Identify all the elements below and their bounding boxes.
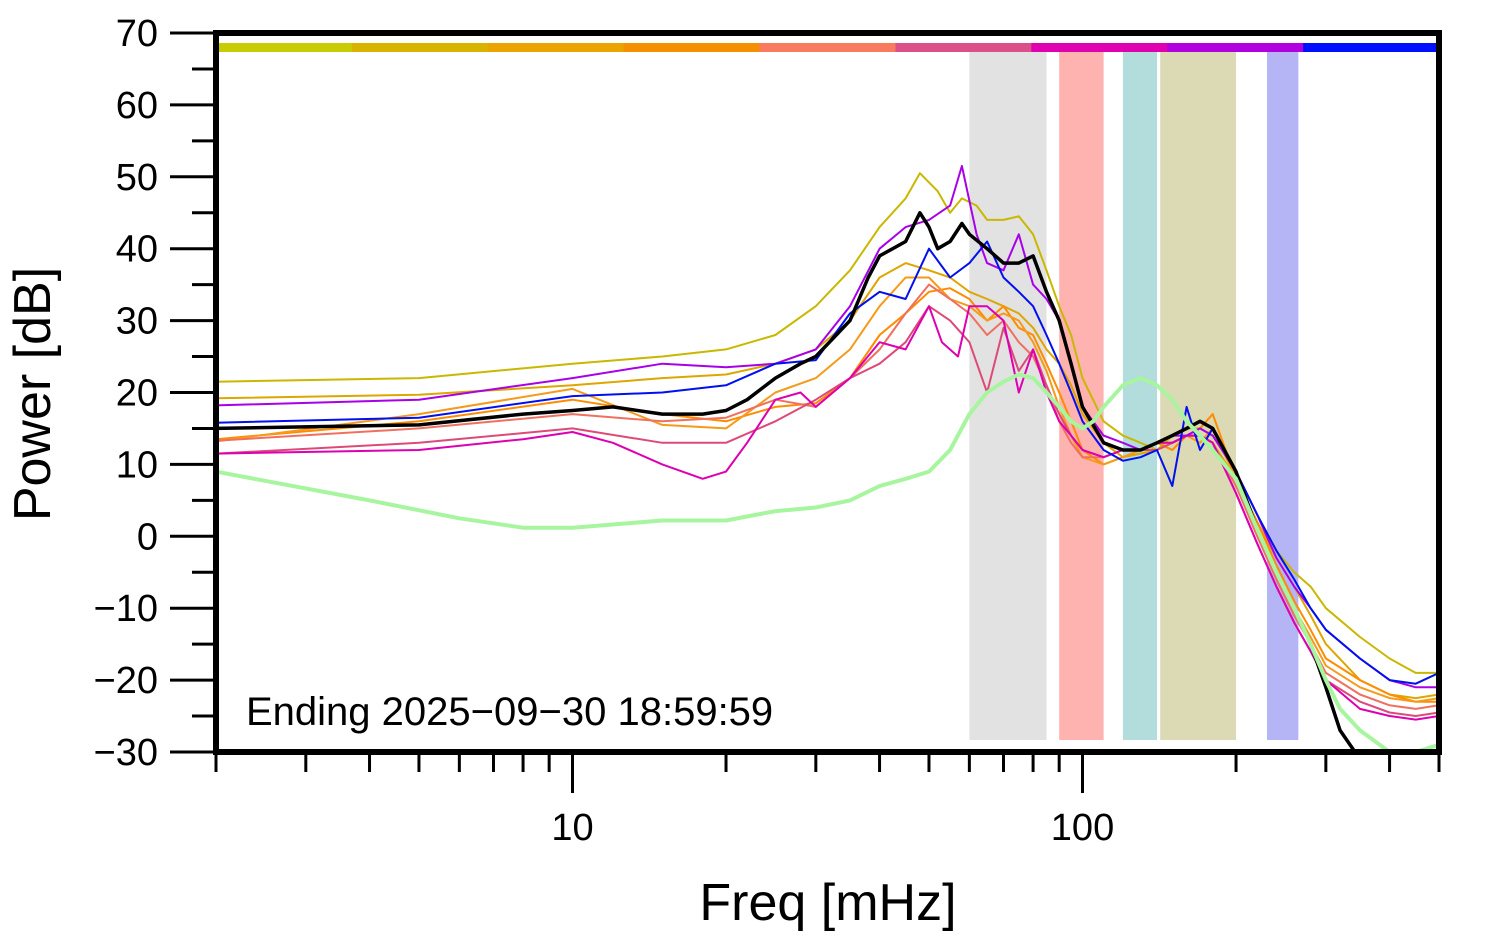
x-tick-label: 10 [551,807,593,849]
period-bar-segment-5 [759,43,896,52]
series-line-9 [216,240,1439,685]
period-bar-segment-3 [487,43,625,52]
y-tick-label: 10 [116,444,158,486]
period-bar-segment-8 [1167,43,1304,52]
annotation-text: Ending 2025−09−30 18:59:59 [246,690,773,734]
x-axis: 10 100 [214,752,1441,849]
period-color-bar [216,43,1440,52]
series-line-11 [216,372,1439,752]
period-bar-segment-4 [623,43,761,52]
frequency-bands [969,50,1299,740]
x-tick-label: 100 [1051,807,1114,849]
series-line-7 [216,305,1439,721]
y-tick-label: 60 [116,85,158,127]
band-4 [1160,50,1237,740]
band-1 [969,50,1047,740]
band-2 [1059,50,1104,740]
y-tick-label: 20 [116,373,158,415]
y-tick-label: 50 [116,157,158,199]
series-line-4 [216,276,1439,703]
y-axis: 70 60 50 40 30 20 10 0 −10 −20 −30 [94,13,216,774]
series-line-2 [216,262,1439,700]
series-line-5 [216,283,1439,710]
y-tick-label: −30 [94,732,158,774]
y-tick-label: −10 [94,588,158,630]
y-tick-label: 40 [116,229,158,271]
band-3 [1122,50,1158,740]
period-bar-segment-2 [351,43,489,52]
spectrum-series [216,165,1439,752]
period-bar-segment-9 [1303,43,1440,52]
y-tick-label: 70 [116,13,158,55]
x-axis-title: Freq [mHz] [699,874,956,932]
period-bar-segment-6 [895,43,1032,52]
series-line-3 [216,287,1439,703]
band-5 [1266,50,1299,740]
y-axis-title: Power [dB] [4,267,62,521]
period-bar-segment-7 [1031,43,1168,52]
series-line-1 [216,172,1439,674]
y-tick-label: −20 [94,660,158,702]
period-bar-segment-1 [216,43,353,52]
y-tick-label: 0 [137,516,158,558]
y-tick-label: 30 [116,301,158,343]
